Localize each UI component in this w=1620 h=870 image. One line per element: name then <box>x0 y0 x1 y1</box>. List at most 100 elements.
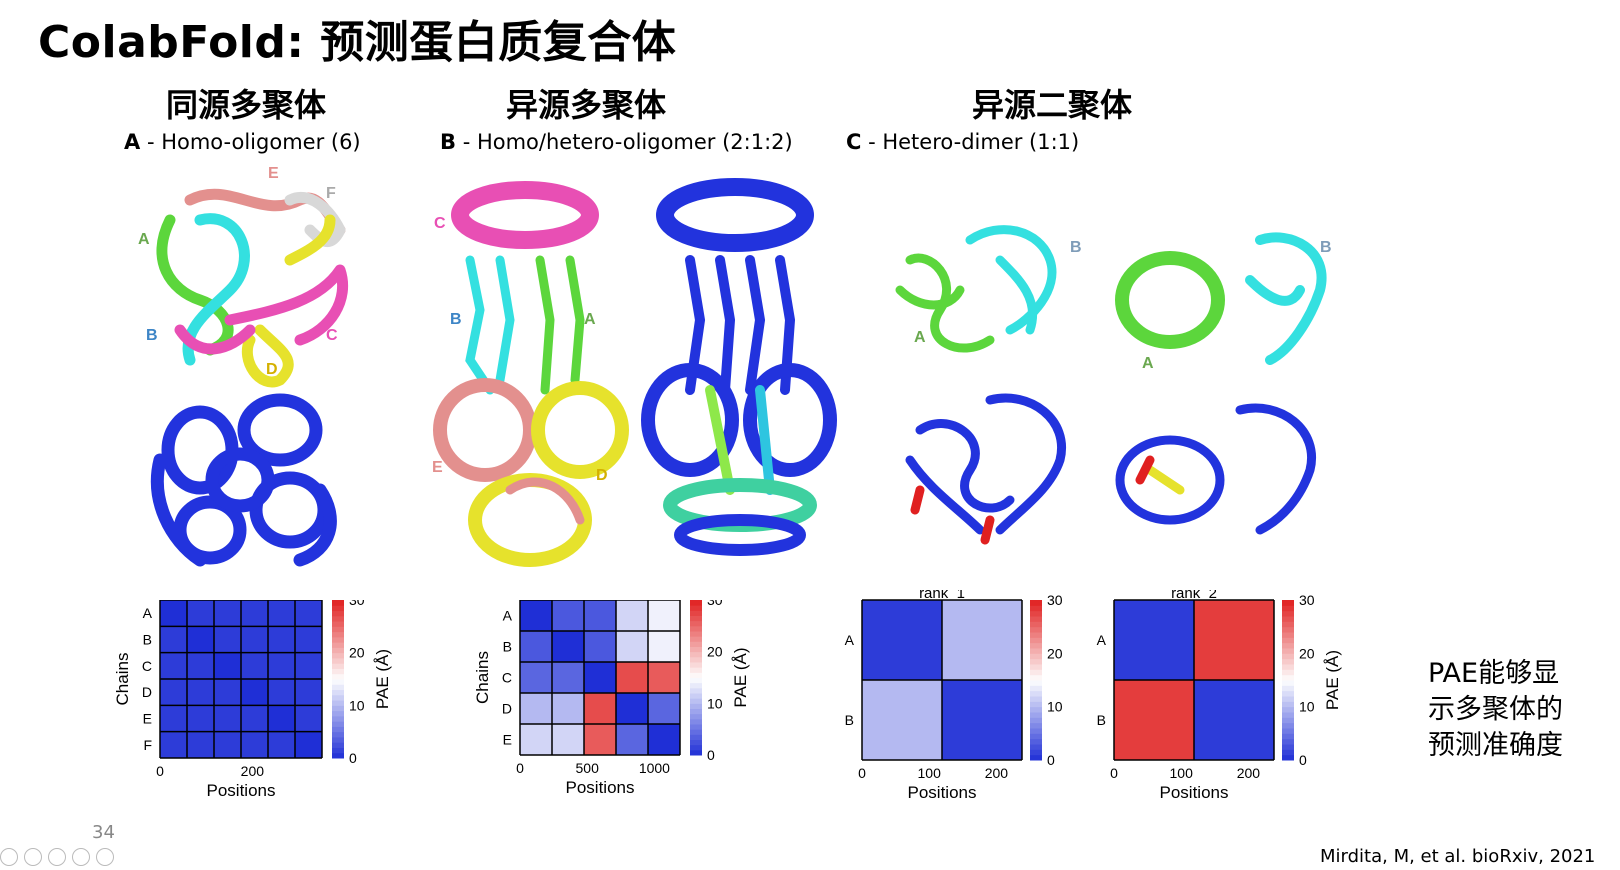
colorbar-segment <box>1030 648 1042 654</box>
slide-nav-controls[interactable] <box>0 848 160 868</box>
colorbar-segment <box>690 724 702 730</box>
colorbar-segment <box>1030 680 1042 686</box>
colorbar-segment <box>1282 754 1294 761</box>
colorbar-segment <box>690 667 702 673</box>
chain-tick-label: B <box>143 632 152 648</box>
colorbar-segment <box>332 631 344 638</box>
heading-hetero-dimer: 异源二聚体 <box>972 86 1133 124</box>
prev-slide-icon[interactable] <box>0 848 18 866</box>
x-axis-label: Positions <box>207 781 276 800</box>
colorbar-segment <box>1030 717 1042 724</box>
colorbar-tick-label: 30 <box>1299 592 1315 608</box>
colorbar-segment <box>1030 626 1042 633</box>
heatmap-cell <box>584 662 616 693</box>
heatmap-cell <box>942 680 1022 760</box>
zoom-icon[interactable] <box>72 848 90 866</box>
heatmap-cell <box>241 600 268 627</box>
heatmap-cell <box>160 626 187 653</box>
colorbar-segment <box>1030 696 1042 702</box>
heatmap-cell <box>552 693 584 724</box>
colorbar-segment <box>690 672 702 678</box>
side-note: PAE能够显 示多聚体的 预测准确度 <box>1428 656 1563 764</box>
chain-label-f: F <box>326 185 336 202</box>
colorbar-segment <box>332 610 344 617</box>
colorbar-segment <box>1030 754 1042 761</box>
colorbar-segment <box>690 708 702 715</box>
homo-oligomer-pae-structure <box>150 393 337 567</box>
panel-b-subtitle: B - Homo/hetero-oligomer (2:1:2) <box>440 130 793 154</box>
colorbar-segment <box>332 736 344 743</box>
colorbar-tick-label: 30 <box>707 600 723 608</box>
colorbar-segment <box>1030 712 1042 718</box>
heatmap-cell <box>520 724 552 755</box>
colorbar-tick-label: 0 <box>707 747 715 763</box>
heatmap-cell <box>584 693 616 724</box>
heatmap-cell <box>648 724 680 755</box>
colorbar-segment <box>332 668 344 675</box>
colorbar-tick-label: 10 <box>1047 699 1063 715</box>
x-axis-label: Positions <box>566 778 635 797</box>
chain-label-b-c2: B <box>1320 239 1332 256</box>
heatmap-cell <box>616 662 648 693</box>
colorbar-segment <box>1282 637 1294 644</box>
page-number: 34 <box>92 822 115 843</box>
colorbar-segment <box>1030 706 1042 713</box>
colorbar-segment <box>690 682 702 689</box>
colorbar-segment <box>1282 642 1294 649</box>
panel-a-letter: A <box>124 130 141 154</box>
colorbar-segment <box>1030 653 1042 660</box>
colorbar-segment <box>332 647 344 654</box>
panel-c-letter: C <box>846 130 862 154</box>
slides-icon[interactable] <box>48 848 66 866</box>
heatmap-cell <box>214 731 241 758</box>
pen-icon[interactable] <box>24 848 42 866</box>
heatmap-cell <box>268 600 295 627</box>
colorbar-segment <box>690 605 702 611</box>
chain-label-c-b: C <box>434 215 446 232</box>
colorbar-segment <box>690 610 702 616</box>
heatmap-cell <box>241 731 268 758</box>
heatmap-cell <box>648 631 680 662</box>
chain-tick-label: C <box>142 658 152 674</box>
chain-label-b-c1: B <box>1070 239 1082 256</box>
colorbar-segment <box>1282 653 1294 660</box>
more-icon[interactable] <box>96 848 114 866</box>
chain-label-b: B <box>146 327 158 344</box>
heatmap-cell <box>552 600 584 631</box>
colorbar-segment <box>690 662 702 668</box>
colorbar-segment <box>1030 637 1042 644</box>
colorbar-segment <box>1030 600 1042 606</box>
chain-tick-label: A <box>503 608 513 624</box>
colorbar-segment <box>332 710 344 717</box>
colorbar-segment <box>1030 733 1042 740</box>
colorbar-segment <box>332 642 344 648</box>
colorbar-segment <box>690 729 702 735</box>
colorbar-segment <box>332 652 344 659</box>
colorbar-segment <box>1030 632 1042 638</box>
heatmap-cell <box>584 600 616 631</box>
heatmap-cell <box>214 652 241 679</box>
heatmap-cell <box>295 731 322 758</box>
homo-oligomer-chain-structure <box>156 188 349 388</box>
hetero-dimer-rank2-chain-structure <box>1115 232 1327 365</box>
hetero-dimer-rank2-pae-structure <box>1115 403 1316 535</box>
x-tick-label: 100 <box>918 765 942 781</box>
heatmap-cell <box>268 626 295 653</box>
colorbar-tick-label: 10 <box>349 697 365 713</box>
colorbar-segment <box>1282 621 1294 628</box>
heatmap-cell <box>241 626 268 653</box>
chain-tick-label: A <box>143 605 153 621</box>
colorbar-segment <box>690 718 702 725</box>
chain-label-a-b: A <box>584 311 596 328</box>
colorbar-segment <box>1282 610 1294 617</box>
heatmap-cell <box>214 705 241 732</box>
x-axis-label: Positions <box>1160 783 1229 802</box>
colorbar-segment <box>332 636 344 643</box>
colorbar-tick-label: 30 <box>349 600 365 608</box>
colorbar-segment <box>690 749 702 756</box>
heatmap-cell <box>187 731 214 758</box>
heatmap-cell <box>187 626 214 653</box>
chain-tick-label: C <box>502 670 512 686</box>
colorbar-segment <box>332 626 344 633</box>
